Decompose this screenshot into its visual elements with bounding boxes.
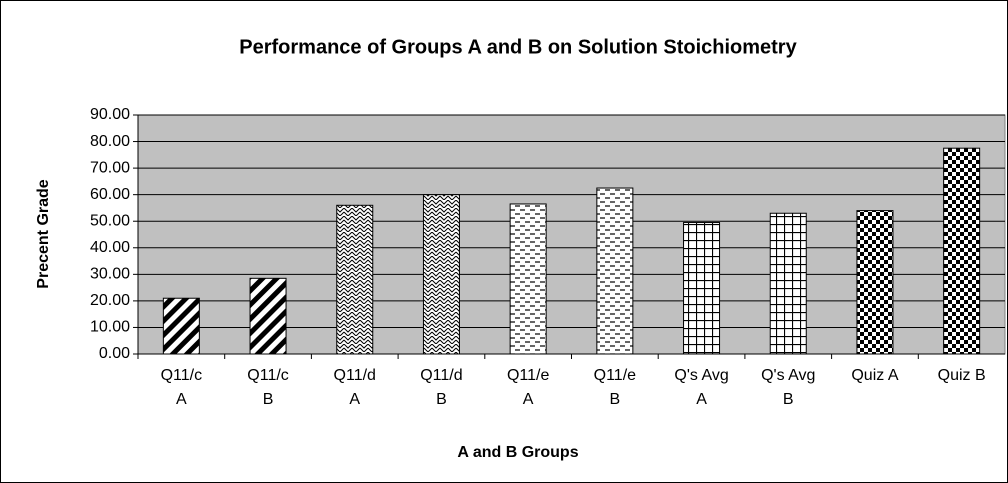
y-tick-label: 0.00 xyxy=(99,345,130,362)
bar xyxy=(683,222,721,355)
chart-title: Performance of Groups A and B on Solutio… xyxy=(239,36,797,58)
x-tick-label: Q11/c B xyxy=(247,367,289,408)
x-tick-label: Q11/e B xyxy=(593,367,637,408)
bar xyxy=(596,187,634,355)
y-tick-label: 60.00 xyxy=(90,186,130,203)
x-tick-label: Q's Avg A xyxy=(674,367,729,408)
y-axis-label: Precent Grade xyxy=(35,179,52,288)
y-tick-label: 10.00 xyxy=(90,319,130,336)
bar xyxy=(509,203,547,355)
x-tick-label: Q11/e A xyxy=(506,367,550,408)
x-tick-label: Q11/d A xyxy=(333,367,376,408)
y-tick-label: 50.00 xyxy=(90,212,130,229)
y-tick-label: 90.00 xyxy=(90,106,130,123)
bar xyxy=(162,297,200,355)
x-tick-label: Quiz A xyxy=(851,367,899,384)
bar xyxy=(336,204,374,355)
y-tick-label: 80.00 xyxy=(90,133,130,150)
x-axis-label: A and B Groups xyxy=(457,444,578,461)
y-tick-label: 30.00 xyxy=(90,266,130,283)
x-tick-label: Q's Avg B xyxy=(761,367,816,408)
y-tick-label: 40.00 xyxy=(90,239,130,256)
x-tick-label: Q11/c A xyxy=(160,367,203,408)
y-tick-label: 70.00 xyxy=(90,159,130,176)
x-tick-label: Q11/d B xyxy=(420,367,463,408)
bar xyxy=(856,210,894,355)
y-tick-label: 20.00 xyxy=(90,292,130,309)
bar xyxy=(249,277,287,355)
bar xyxy=(769,212,807,355)
bar xyxy=(422,194,460,355)
bar xyxy=(943,147,981,355)
x-tick-label: Quiz B xyxy=(937,367,986,384)
